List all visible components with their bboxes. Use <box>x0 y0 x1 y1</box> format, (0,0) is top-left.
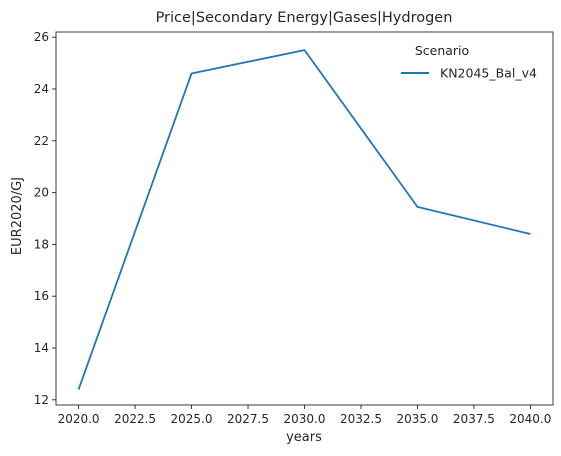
x-tick-label: 2035.0 <box>396 412 438 426</box>
y-tick-label: 14 <box>34 341 49 355</box>
x-tick-label: 2040.0 <box>509 412 551 426</box>
y-tick-label: 22 <box>34 134 49 148</box>
y-tick-label: 20 <box>34 186 49 200</box>
chart-title: Price|Secondary Energy|Gases|Hydrogen <box>156 10 453 26</box>
x-tick-label: 2030.0 <box>284 412 326 426</box>
x-tick-label: 2037.5 <box>453 412 495 426</box>
x-tick-label: 2025.0 <box>171 412 213 426</box>
x-axis-label: years <box>286 430 322 445</box>
legend-label: KN2045_Bal_v4 <box>440 66 537 81</box>
x-tick-label: 2022.5 <box>114 412 156 426</box>
plot-frame <box>55 31 554 406</box>
y-tick-label: 24 <box>34 82 49 96</box>
y-tick-label: 12 <box>34 393 49 407</box>
plot-area: 2020.0 2022.5 2025.0 2027.5 2030.0 2032.5 2035… <box>34 30 554 426</box>
legend: Scenario KN2045_Bal_v4 <box>401 43 537 81</box>
y-tick-label: 16 <box>34 289 49 303</box>
legend-title: Scenario <box>415 43 469 58</box>
x-tick-label: 2027.5 <box>227 412 269 426</box>
y-tick-label: 26 <box>34 30 49 44</box>
y-tick-label: 18 <box>34 237 49 251</box>
x-tick-label: 2032.5 <box>340 412 382 426</box>
series-line-0 <box>77 49 531 390</box>
y-axis-label: EUR2020/GJ <box>10 177 25 255</box>
x-tick-label: 2020.0 <box>58 412 100 426</box>
